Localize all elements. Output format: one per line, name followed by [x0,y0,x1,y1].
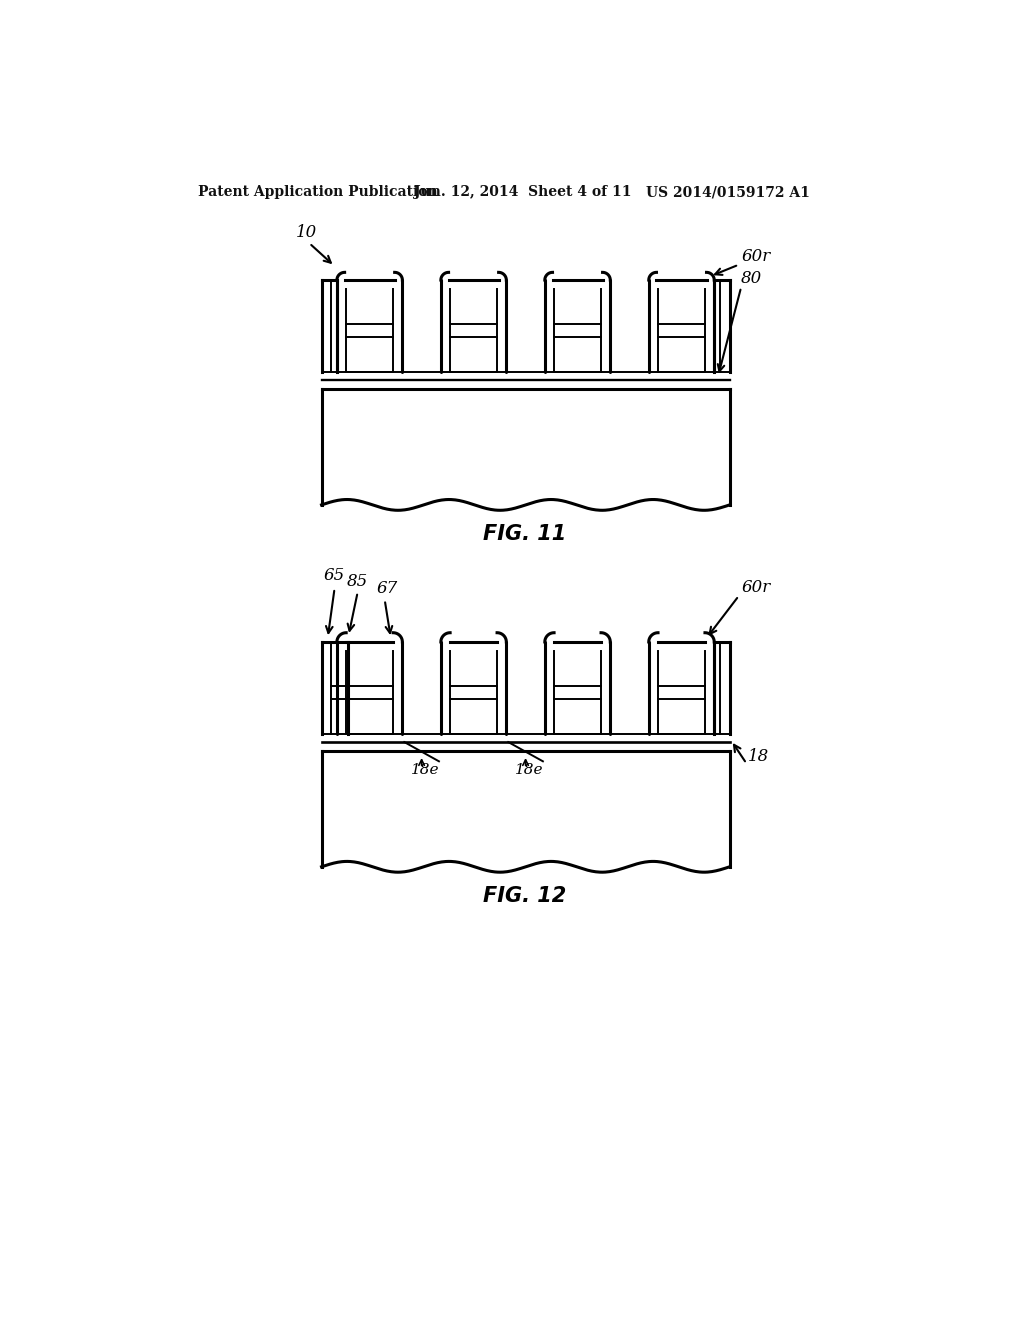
Text: FIG. 11: FIG. 11 [483,524,566,544]
Text: 18e: 18e [515,763,544,777]
Text: 85: 85 [347,573,369,590]
Text: 60r: 60r [741,248,770,265]
Text: 60r: 60r [741,579,770,595]
Text: 80: 80 [741,271,763,288]
Text: Patent Application Publication: Patent Application Publication [199,185,438,199]
Text: 18e: 18e [412,763,439,777]
Text: FIG. 12: FIG. 12 [483,886,566,906]
Text: Jun. 12, 2014  Sheet 4 of 11: Jun. 12, 2014 Sheet 4 of 11 [414,185,632,199]
Text: 10: 10 [296,224,317,242]
Text: US 2014/0159172 A1: US 2014/0159172 A1 [646,185,810,199]
Text: 65: 65 [323,568,344,585]
Text: 18: 18 [749,748,769,766]
Text: 67: 67 [377,581,398,598]
